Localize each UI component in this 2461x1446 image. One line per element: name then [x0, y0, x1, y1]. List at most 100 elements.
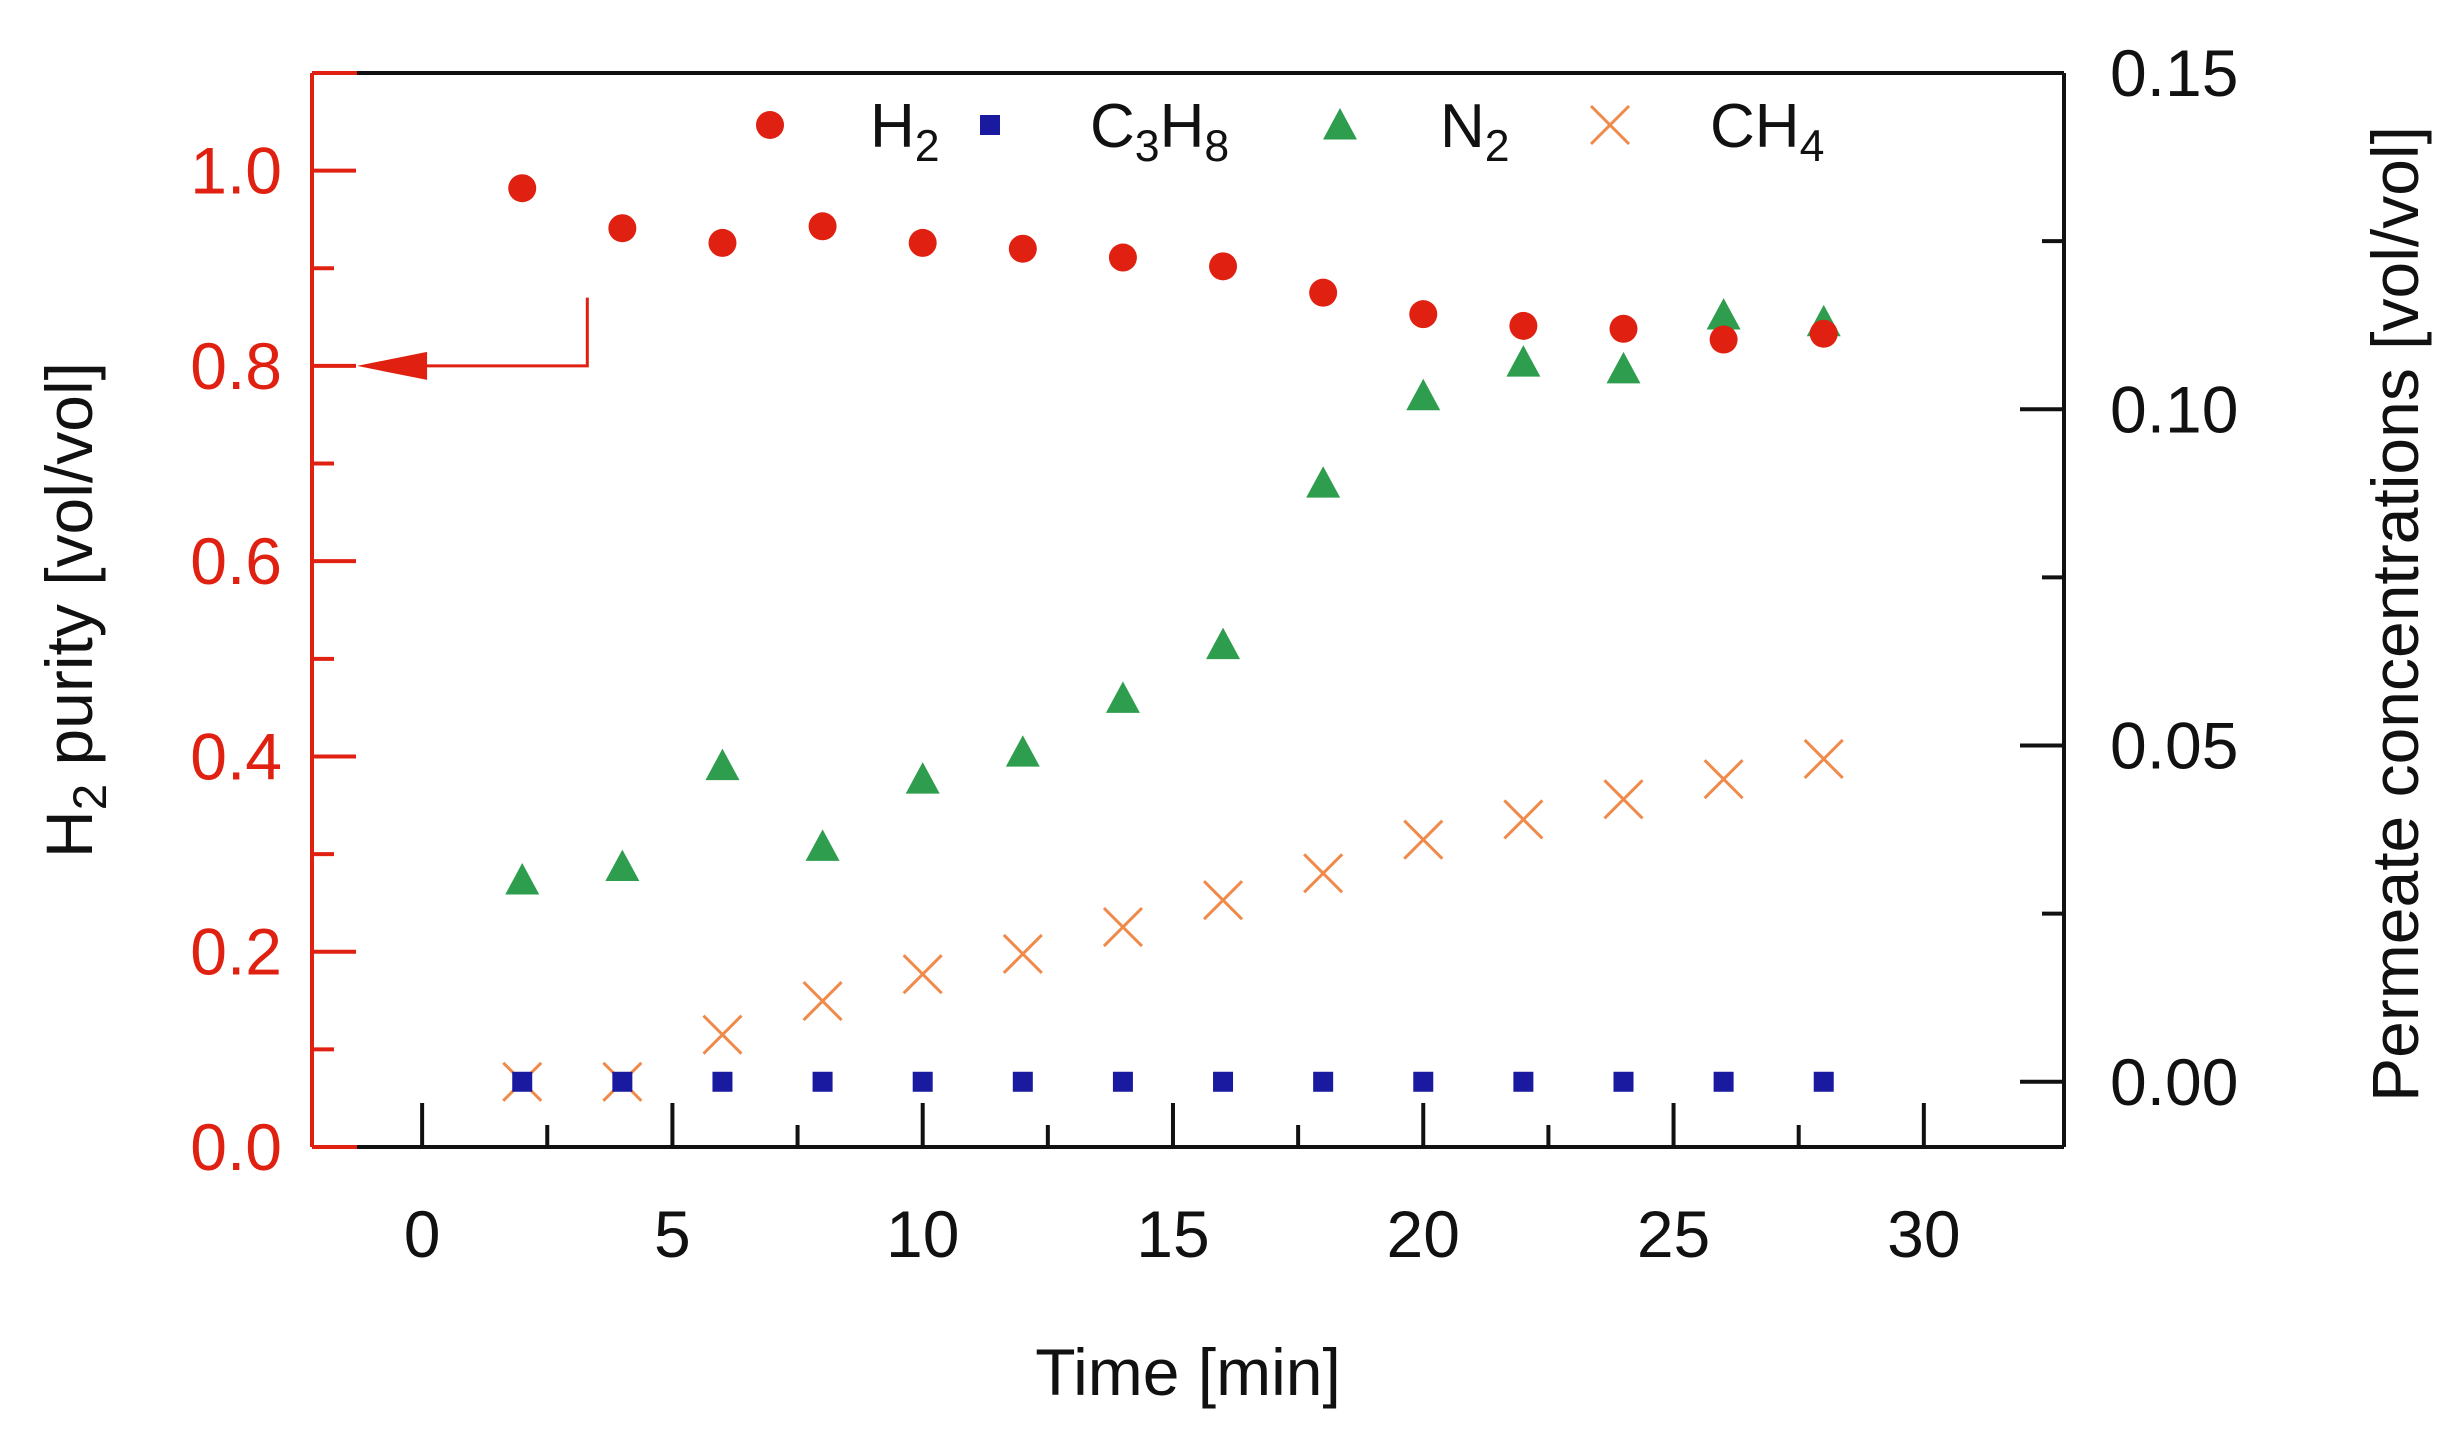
point-h2 [1309, 278, 1338, 307]
point-ch4 [1403, 819, 1444, 860]
x-tick-label: 20 [1387, 1197, 1460, 1271]
legend-label-c3h8: C3H8 [1090, 92, 1229, 171]
right-axis-title: Permeate concentrations [vol/vol] [2358, 126, 2432, 1102]
data-series [502, 174, 1844, 1102]
text-run: H [1160, 92, 1205, 161]
point-c3h8 [912, 1071, 933, 1092]
subscript: 2 [1485, 122, 1510, 171]
subscript: 2 [64, 784, 117, 810]
point-c3h8 [1413, 1071, 1434, 1092]
point-n2 [1306, 466, 1341, 498]
x-tick-label: 25 [1637, 1197, 1710, 1271]
point-c3h8 [1713, 1071, 1734, 1092]
point-n2 [1005, 735, 1040, 767]
point-n2 [505, 863, 540, 895]
left-tick-label: 0.4 [190, 719, 282, 793]
legend-item-h2: H2 [756, 92, 940, 171]
axis-ticks: 0 5 10 15 20 25 30 0.0 0.2 0.4 0.6 0.8 1.0 0.00 0.05 0.… [190, 36, 2238, 1271]
right-tick-label: 0.00 [2110, 1045, 2238, 1119]
subscript: 8 [1204, 122, 1229, 171]
legend-item-ch4: CH4 [1589, 92, 1824, 171]
right-tick-label: 0.15 [2110, 36, 2238, 110]
point-h2 [708, 228, 737, 257]
text-run: H [870, 92, 915, 161]
left-tick-label: 0.2 [190, 915, 282, 989]
legend-label-ch4: CH4 [1710, 92, 1824, 171]
left-tick-label: 0.6 [190, 524, 282, 598]
point-n2 [705, 748, 740, 781]
legend-label-n2: N2 [1440, 92, 1510, 171]
legend-item-n2: N2 [1323, 92, 1510, 171]
point-h2 [1709, 325, 1738, 354]
text-run: purity [vol/vol] [32, 362, 106, 784]
point-ch4-stroke [1603, 779, 1644, 820]
x-tick-label: 5 [654, 1197, 691, 1271]
point-ch4-stroke [1403, 819, 1444, 860]
series-c3h8 [512, 1071, 1834, 1092]
left-tick-label: 1.0 [190, 134, 282, 208]
point-ch4-stroke [702, 1014, 743, 1055]
point-c3h8 [1012, 1071, 1033, 1092]
point-ch4 [1703, 759, 1744, 800]
point-n2 [1706, 298, 1741, 330]
x-tick-label: 15 [1136, 1197, 1209, 1271]
x-tick-label: 0 [404, 1197, 441, 1271]
point-ch4-stroke [902, 954, 943, 995]
point-ch4-stroke [1002, 933, 1043, 975]
point-h2 [908, 228, 937, 257]
arrow-annotation [357, 297, 589, 380]
point-n2 [805, 829, 840, 861]
point-n2 [905, 762, 940, 794]
point-ch4 [702, 1014, 743, 1055]
left-tick-label: 0.8 [190, 329, 282, 403]
series-h2 [508, 174, 1838, 354]
arrow-head [357, 351, 428, 380]
series-ch4 [502, 738, 1844, 1102]
subscript: 2 [915, 122, 940, 171]
left-tick-label: 0.0 [190, 1110, 282, 1184]
point-ch4-stroke [802, 981, 843, 1022]
point-ch4 [1102, 907, 1143, 948]
point-ch4-stroke [1202, 880, 1244, 921]
point-h2 [1108, 243, 1137, 272]
legend-marker-ch4 [1589, 104, 1631, 146]
point-ch4 [1002, 933, 1043, 975]
text-run: CH [1710, 92, 1800, 161]
series-n2 [505, 298, 1841, 895]
point-h2 [808, 212, 837, 241]
point-h2 [508, 174, 537, 203]
point-c3h8 [1213, 1071, 1234, 1092]
text-run: H [32, 810, 106, 858]
point-ch4 [802, 981, 843, 1022]
point-c3h8 [1813, 1071, 1834, 1092]
point-c3h8 [512, 1071, 533, 1092]
text-run: N [1440, 92, 1485, 161]
legend-label-h2: H2 [870, 92, 940, 171]
point-n2 [1105, 681, 1140, 713]
point-ch4 [1503, 799, 1544, 840]
point-n2 [1406, 378, 1441, 411]
point-h2 [1809, 319, 1838, 348]
point-h2 [608, 214, 637, 243]
point-ch4 [902, 954, 943, 995]
point-n2 [1606, 351, 1641, 384]
point-c3h8 [812, 1071, 833, 1092]
point-h2 [1609, 314, 1638, 343]
point-h2 [1509, 311, 1538, 340]
right-tick-label: 0.10 [2110, 372, 2238, 446]
point-n2 [1506, 345, 1541, 377]
point-ch4 [1202, 880, 1244, 921]
point-h2 [1209, 252, 1238, 281]
point-c3h8 [612, 1071, 633, 1092]
point-c3h8 [712, 1071, 733, 1092]
x-axis-title: Time [min] [1035, 1335, 1341, 1409]
point-ch4 [1803, 738, 1844, 780]
point-h2 [1008, 234, 1037, 263]
legend: H2 C3H8 N2 CH4 [756, 92, 1824, 171]
point-ch4-stroke [1703, 759, 1744, 800]
point-c3h8 [1112, 1071, 1133, 1092]
point-ch4-stroke [1102, 907, 1143, 948]
point-ch4-stroke [1503, 799, 1544, 840]
plot-frame [310, 71, 2066, 1149]
